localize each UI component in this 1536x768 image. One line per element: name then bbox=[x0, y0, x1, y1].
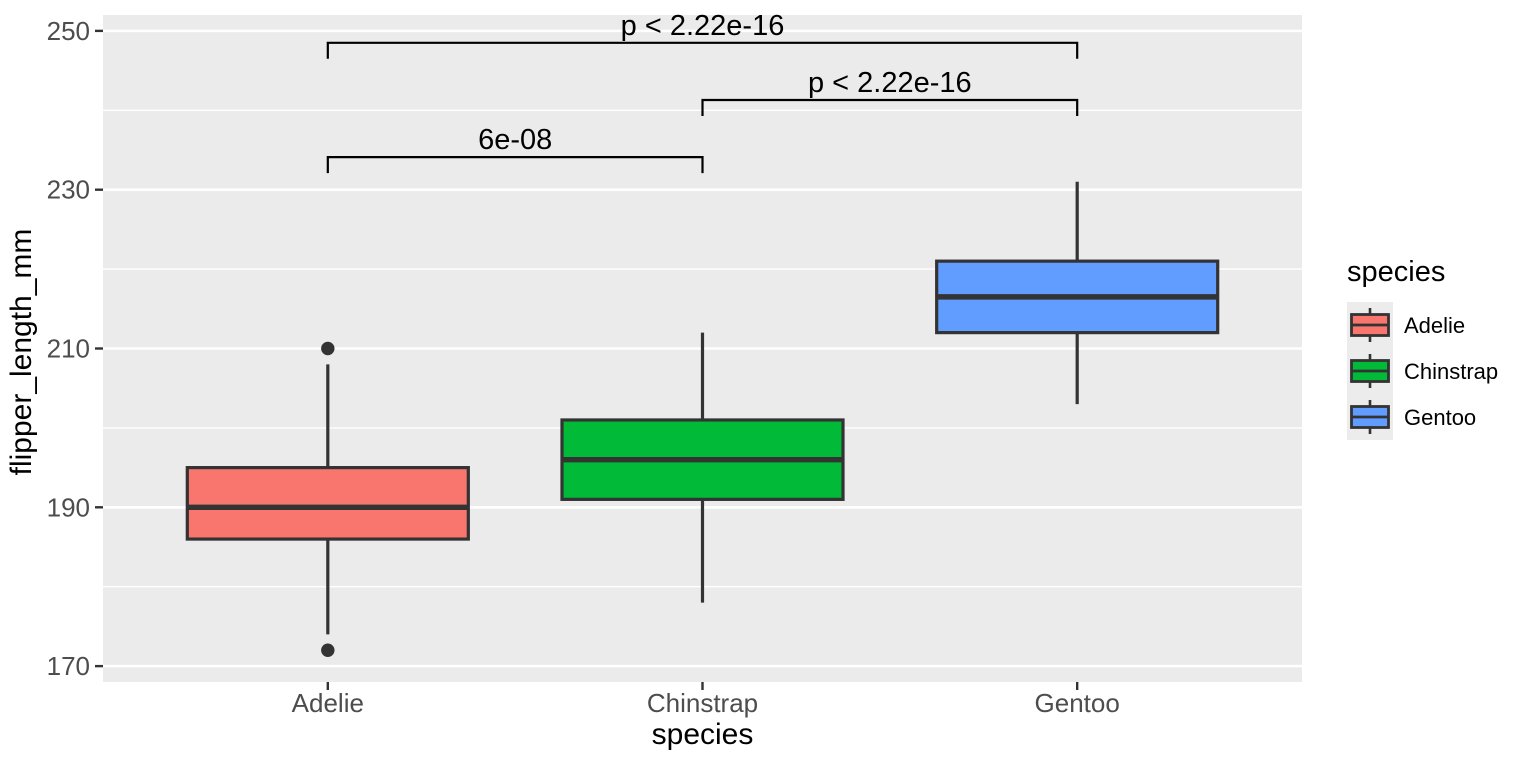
x-tick-label: Adelie bbox=[292, 688, 364, 718]
bracket-p-value-label: p < 2.22e-16 bbox=[808, 67, 972, 99]
x-axis-title: species bbox=[652, 718, 754, 751]
outlier-point-adelie bbox=[321, 341, 335, 356]
significance-bracket bbox=[326, 156, 704, 174]
bracket-p-value-label: p < 2.22e-16 bbox=[621, 10, 785, 42]
outlier-point-adelie bbox=[321, 643, 335, 657]
significance-bracket bbox=[326, 41, 1079, 59]
significance-bracket bbox=[701, 98, 1079, 116]
bracket-p-value-label: 6e-08 bbox=[478, 124, 552, 156]
boxplots bbox=[185, 181, 1220, 657]
legend: Adelie Chinstrap Gentoo bbox=[1347, 302, 1498, 440]
legend-label-gentoo: Gentoo bbox=[1404, 405, 1476, 430]
legend-title: species bbox=[1347, 256, 1445, 288]
x-tick-label: Gentoo bbox=[1035, 688, 1120, 718]
legend-label-adelie: Adelie bbox=[1404, 313, 1465, 338]
y-tick-label: 170 bbox=[47, 651, 90, 681]
x-tick-label: Chinstrap bbox=[647, 688, 758, 718]
y-tick-label: 230 bbox=[47, 175, 90, 205]
y-tick-label: 190 bbox=[47, 492, 90, 522]
axes: 170 190 210 230 250 Adelie Chinstrap Gentoo bbox=[47, 16, 1120, 718]
y-tick-label: 250 bbox=[47, 16, 90, 46]
y-tick-label: 210 bbox=[47, 334, 90, 364]
box-adelie bbox=[185, 466, 470, 541]
legend-label-chinstrap: Chinstrap bbox=[1404, 359, 1498, 384]
y-axis-title: flipper_length_mm bbox=[5, 229, 38, 476]
significance-brackets: p < 2.22e-16 p < 2.22e-16 6e-08 bbox=[326, 10, 1079, 174]
